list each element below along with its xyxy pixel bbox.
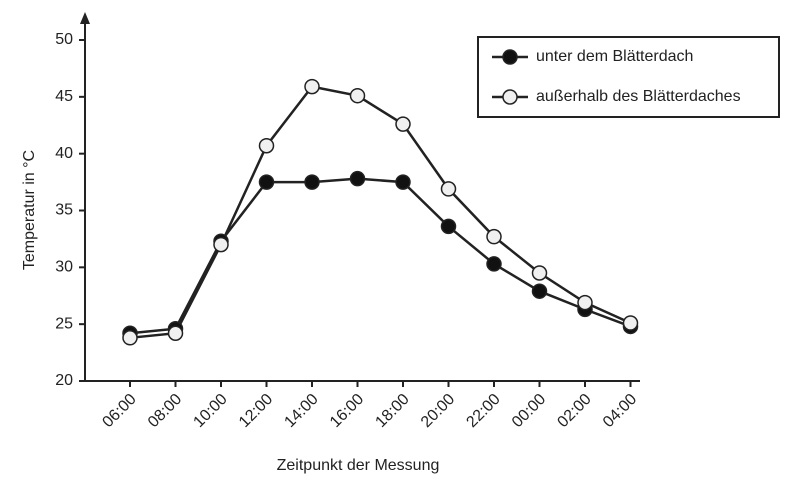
- data-point: [440, 181, 457, 197]
- y-tick-label: 25: [55, 315, 73, 332]
- x-tick-label: 12:00: [236, 391, 276, 431]
- data-point: [577, 294, 593, 311]
- data-point: [122, 330, 138, 346]
- x-tick-label: 20:00: [418, 391, 458, 431]
- x-tick-label: 10:00: [190, 391, 230, 431]
- series-line: [129, 177, 631, 335]
- y-tick-label: 45: [55, 88, 73, 105]
- y-axis-title: Temperatur in °C: [21, 150, 38, 270]
- data-point: [349, 170, 366, 187]
- data-point: [531, 283, 548, 299]
- data-point: [258, 137, 275, 154]
- data-point: [258, 174, 275, 190]
- x-tick-label: 06:00: [99, 391, 139, 431]
- y-tick-label: 50: [55, 31, 73, 48]
- x-tick-label: 04:00: [600, 391, 640, 431]
- x-axis-title: Zeitpunkt der Messung: [277, 457, 440, 474]
- series-line: [129, 85, 632, 340]
- data-point: [213, 236, 229, 253]
- data-point: [486, 256, 502, 272]
- data-point: [486, 228, 502, 245]
- x-tick-label: 16:00: [327, 391, 367, 431]
- data-point: [395, 174, 411, 190]
- data-point: [395, 116, 411, 132]
- legend-label: außerhalb des Blätterdaches: [536, 88, 741, 105]
- data-point: [440, 218, 457, 235]
- data-point: [531, 265, 548, 281]
- y-tick-label: 35: [55, 202, 73, 219]
- x-tick-label: 00:00: [509, 391, 549, 431]
- y-axis-arrow: [80, 12, 90, 24]
- x-tick-label: 22:00: [463, 391, 503, 431]
- data-point: [167, 325, 184, 342]
- legend-label: unter dem Blätterdach: [536, 48, 693, 65]
- legend-box: [477, 36, 780, 118]
- y-tick-label: 20: [55, 372, 73, 389]
- x-tick-label: 02:00: [554, 391, 594, 431]
- data-point: [304, 78, 320, 95]
- y-tick-label: 40: [55, 145, 73, 162]
- data-point: [304, 174, 320, 190]
- legend-marker: [502, 89, 518, 105]
- y-tick-label: 30: [55, 259, 73, 276]
- data-point: [349, 87, 366, 104]
- x-tick-label: 18:00: [372, 391, 412, 431]
- x-tick-label: 14:00: [281, 391, 321, 431]
- x-tick-label: 08:00: [145, 391, 185, 431]
- legend-marker: [502, 49, 518, 65]
- data-point: [622, 315, 639, 331]
